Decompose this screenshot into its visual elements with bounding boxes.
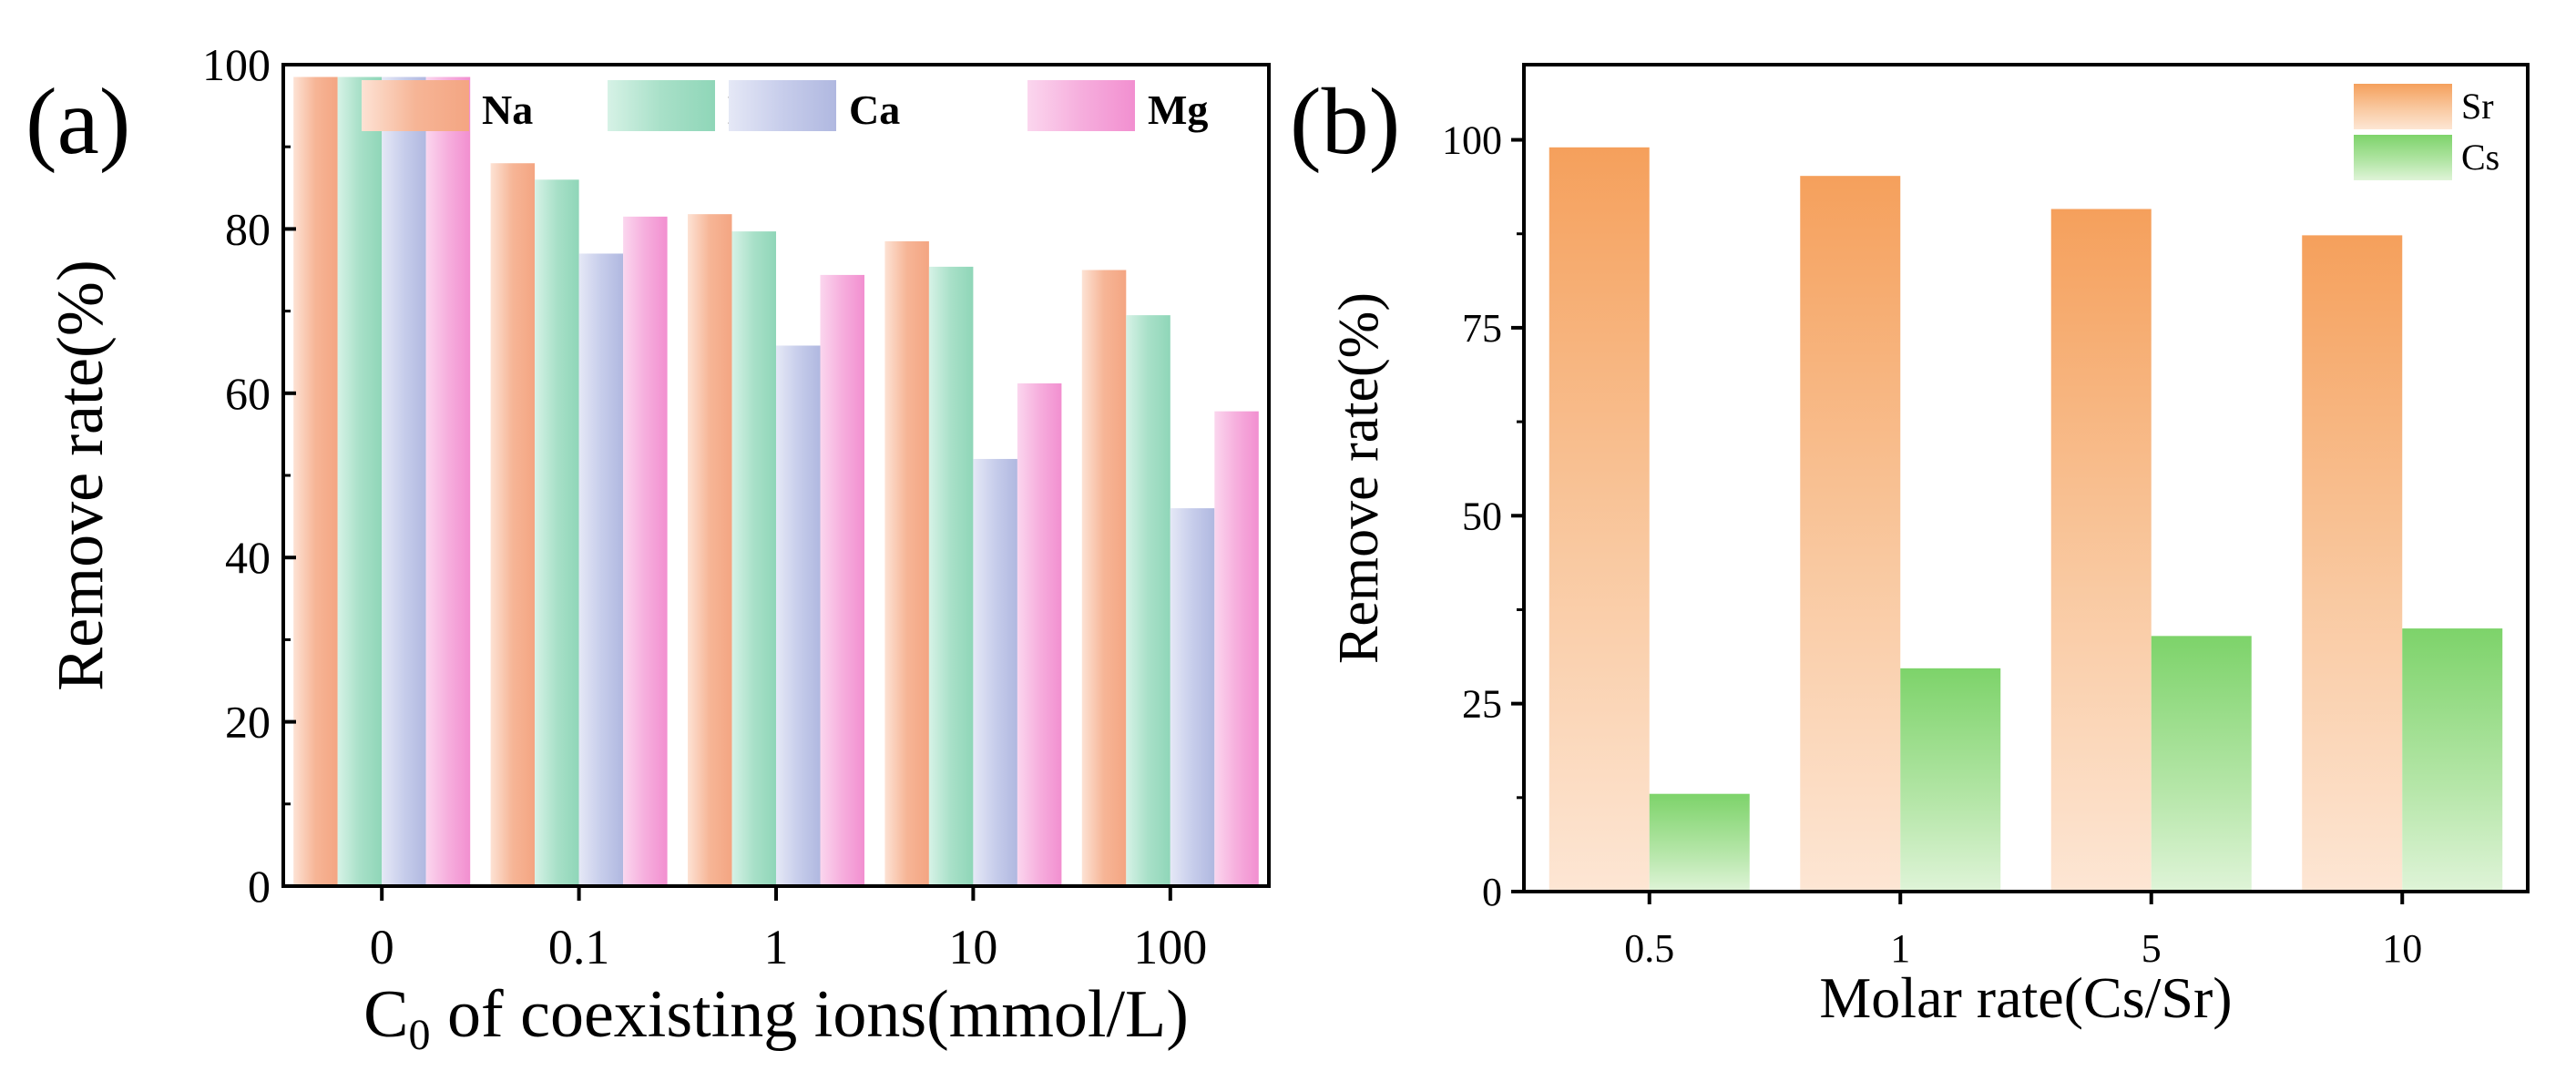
legend-a-label-na: Na xyxy=(482,87,533,133)
panel-b-x-axis-title: Molar rate(Cs/Sr) xyxy=(1819,965,2232,1030)
bar-a-na-1 xyxy=(688,214,732,886)
panel-b-frame xyxy=(1522,63,2530,893)
x-tick-label-b-5: 5 xyxy=(2142,926,2162,971)
bar-a-k-1 xyxy=(731,231,776,886)
x-tick-label-b-1: 1 xyxy=(1890,926,1910,971)
bar-a-k-0 xyxy=(337,76,383,886)
panel-a-x-axis-title: C0 of coexisting ions(mmol/L) xyxy=(363,977,1189,1059)
y-tick-label-a-20: 20 xyxy=(225,697,271,748)
y-tick-label-b-100: 100 xyxy=(1442,118,1502,163)
bar-b-cs-10 xyxy=(2402,628,2503,892)
x-tick-label-b-0-5: 0.5 xyxy=(1624,926,1674,971)
legend-a-swatch-na xyxy=(362,80,469,131)
x-tick-label-a-0: 0 xyxy=(370,920,394,974)
y-tick-label-a-60: 60 xyxy=(225,368,271,419)
x-tick-label-a-1: 1 xyxy=(764,920,789,974)
x-tick-label-a-0-1: 0.1 xyxy=(548,920,610,974)
panel-b-label: (b) xyxy=(1290,69,1400,174)
x-tick-label-b-10: 10 xyxy=(2382,926,2422,971)
bar-a-ca-10 xyxy=(973,458,1017,886)
bar-b-cs-0-5 xyxy=(1649,793,1750,892)
x-tick-label-a-100: 100 xyxy=(1133,920,1207,974)
bar-a-na-10 xyxy=(884,240,929,886)
panel-b-y-axis-title: Remove rate(%) xyxy=(1328,292,1390,664)
legend-b-swatch-cs xyxy=(2354,135,2452,180)
panel-a-y-axis-title: Remove rate(%) xyxy=(44,260,117,691)
bar-b-sr-10 xyxy=(2302,235,2403,892)
legend-b-label-cs: Cs xyxy=(2461,137,2499,178)
bar-a-na-100 xyxy=(1081,270,1127,886)
bar-b-sr-0-5 xyxy=(1549,147,1650,892)
y-tick-label-b-0: 0 xyxy=(1482,870,1502,914)
y-tick-label-a-80: 80 xyxy=(225,203,271,254)
y-tick-label-a-40: 40 xyxy=(225,532,271,583)
legend-a-swatch-ca xyxy=(729,80,836,131)
x-tick-label-a-10: 10 xyxy=(948,920,997,974)
bar-a-ca-0 xyxy=(382,76,426,886)
panel-a-label: (a) xyxy=(26,69,130,174)
bar-b-sr-5 xyxy=(2050,209,2152,892)
bar-b-cs-5 xyxy=(2151,636,2252,892)
bar-a-k-10 xyxy=(928,266,974,887)
bar-a-ca-0-1 xyxy=(578,253,624,887)
bar-a-mg-1 xyxy=(820,274,864,886)
legend-b-label-sr: Sr xyxy=(2461,86,2494,127)
y-tick-label-b-25: 25 xyxy=(1462,682,1502,727)
bar-b-cs-1 xyxy=(1900,668,2001,892)
legend-b-swatch-sr xyxy=(2354,84,2452,129)
legend-a-swatch-k xyxy=(608,80,715,131)
y-tick-label-a-0: 0 xyxy=(248,861,271,912)
bar-a-k-0-1 xyxy=(535,179,579,886)
bar-a-mg-100 xyxy=(1214,411,1259,886)
bar-a-ca-1 xyxy=(776,345,821,886)
legend-a-label-mg: Mg xyxy=(1148,87,1208,133)
bar-a-na-0 xyxy=(293,76,338,886)
bar-b-sr-1 xyxy=(1800,176,1901,892)
bar-a-mg-0 xyxy=(425,76,471,886)
bar-a-k-100 xyxy=(1126,315,1170,886)
bar-a-na-0-1 xyxy=(490,163,536,887)
y-tick-label-b-75: 75 xyxy=(1462,306,1502,351)
legend-a-label-ca: Ca xyxy=(849,87,900,133)
legend-a-swatch-mg xyxy=(1027,80,1135,131)
bar-a-mg-10 xyxy=(1017,382,1062,886)
bar-a-mg-0-1 xyxy=(623,216,668,886)
panel-b: (b) Sr Cs 0 25 50 75 100 0.5 1 5 10 Remove rate(… xyxy=(1290,63,2530,1030)
y-tick-label-b-50: 50 xyxy=(1462,494,1502,538)
bar-a-ca-100 xyxy=(1170,508,1215,886)
y-tick-label-a-100: 100 xyxy=(202,39,271,90)
